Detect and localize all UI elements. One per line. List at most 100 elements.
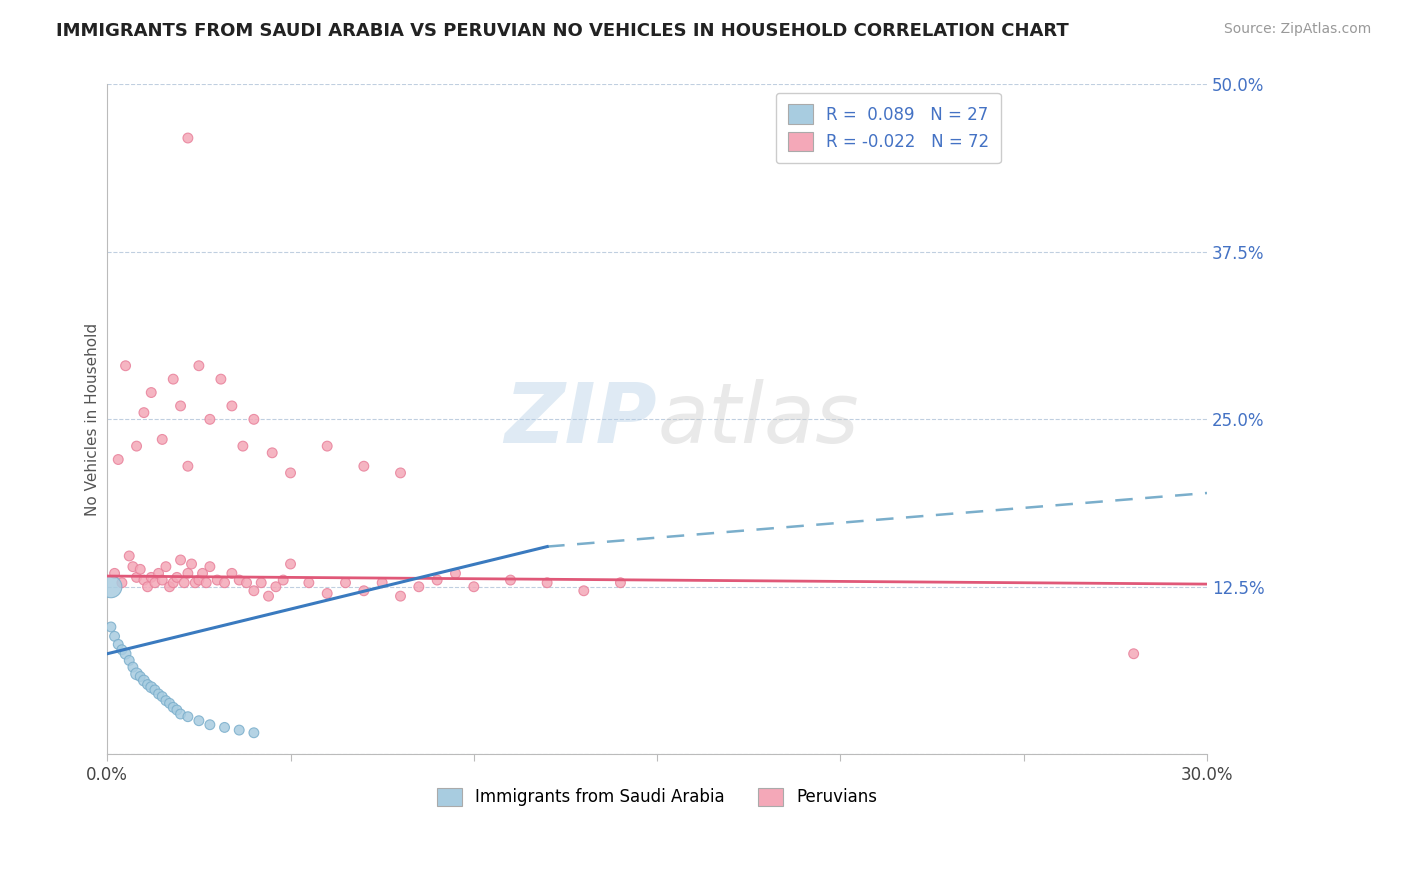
- Point: [143, 682, 166, 697]
- Point: [141, 570, 163, 584]
- Point: [122, 660, 145, 674]
- Point: [125, 570, 148, 584]
- Text: atlas: atlas: [657, 379, 859, 459]
- Point: [122, 559, 145, 574]
- Point: [335, 575, 357, 590]
- Point: [150, 573, 173, 587]
- Point: [298, 575, 321, 590]
- Point: [408, 580, 430, 594]
- Point: [155, 693, 177, 707]
- Y-axis label: No Vehicles in Household: No Vehicles in Household: [86, 323, 100, 516]
- Point: [187, 359, 209, 373]
- Point: [132, 406, 155, 420]
- Point: [235, 575, 257, 590]
- Point: [198, 559, 221, 574]
- Text: IMMIGRANTS FROM SAUDI ARABIA VS PERUVIAN NO VEHICLES IN HOUSEHOLD CORRELATION CH: IMMIGRANTS FROM SAUDI ARABIA VS PERUVIAN…: [56, 22, 1069, 40]
- Point: [177, 709, 200, 723]
- Point: [198, 717, 221, 731]
- Point: [143, 575, 166, 590]
- Point: [103, 566, 125, 581]
- Point: [209, 372, 232, 386]
- Point: [184, 575, 207, 590]
- Point: [198, 412, 221, 426]
- Point: [100, 620, 122, 634]
- Point: [129, 562, 152, 576]
- Point: [243, 725, 266, 739]
- Point: [159, 580, 181, 594]
- Point: [132, 673, 155, 688]
- Point: [187, 573, 209, 587]
- Point: [228, 723, 250, 737]
- Point: [1122, 647, 1144, 661]
- Point: [463, 580, 485, 594]
- Point: [162, 700, 184, 714]
- Point: [389, 589, 412, 603]
- Point: [214, 720, 236, 734]
- Point: [316, 586, 339, 600]
- Point: [316, 439, 339, 453]
- Point: [177, 459, 200, 474]
- Point: [111, 575, 134, 590]
- Point: [118, 653, 141, 667]
- Point: [150, 690, 173, 704]
- Point: [118, 549, 141, 563]
- Point: [100, 580, 122, 594]
- Point: [280, 466, 302, 480]
- Text: Source: ZipAtlas.com: Source: ZipAtlas.com: [1223, 22, 1371, 37]
- Point: [132, 573, 155, 587]
- Legend: Immigrants from Saudi Arabia, Peruvians: Immigrants from Saudi Arabia, Peruvians: [430, 780, 884, 813]
- Point: [148, 687, 170, 701]
- Point: [280, 557, 302, 571]
- Point: [125, 439, 148, 453]
- Point: [572, 583, 595, 598]
- Point: [221, 566, 243, 581]
- Point: [250, 575, 273, 590]
- Point: [148, 566, 170, 581]
- Point: [169, 553, 191, 567]
- Point: [150, 433, 173, 447]
- Point: [371, 575, 394, 590]
- Point: [141, 385, 163, 400]
- Point: [536, 575, 558, 590]
- Point: [162, 575, 184, 590]
- Point: [159, 696, 181, 710]
- Point: [257, 589, 280, 603]
- Point: [177, 131, 200, 145]
- Point: [107, 637, 129, 651]
- Point: [141, 680, 163, 694]
- Point: [136, 677, 159, 691]
- Point: [262, 446, 284, 460]
- Point: [111, 642, 134, 657]
- Point: [195, 575, 218, 590]
- Point: [129, 669, 152, 683]
- Point: [166, 570, 188, 584]
- Point: [232, 439, 254, 453]
- Point: [169, 706, 191, 721]
- Point: [125, 666, 148, 681]
- Point: [353, 459, 375, 474]
- Point: [228, 573, 250, 587]
- Point: [103, 629, 125, 643]
- Point: [173, 575, 195, 590]
- Point: [264, 580, 287, 594]
- Point: [389, 466, 412, 480]
- Point: [177, 566, 200, 581]
- Point: [243, 583, 266, 598]
- Point: [609, 575, 631, 590]
- Point: [191, 566, 214, 581]
- Point: [162, 372, 184, 386]
- Point: [214, 575, 236, 590]
- Point: [166, 703, 188, 717]
- Point: [155, 559, 177, 574]
- Point: [107, 452, 129, 467]
- Point: [187, 714, 209, 728]
- Point: [136, 580, 159, 594]
- Point: [205, 573, 228, 587]
- Point: [271, 573, 294, 587]
- Point: [426, 573, 449, 587]
- Point: [169, 399, 191, 413]
- Point: [499, 573, 522, 587]
- Point: [353, 583, 375, 598]
- Point: [243, 412, 266, 426]
- Point: [444, 566, 467, 581]
